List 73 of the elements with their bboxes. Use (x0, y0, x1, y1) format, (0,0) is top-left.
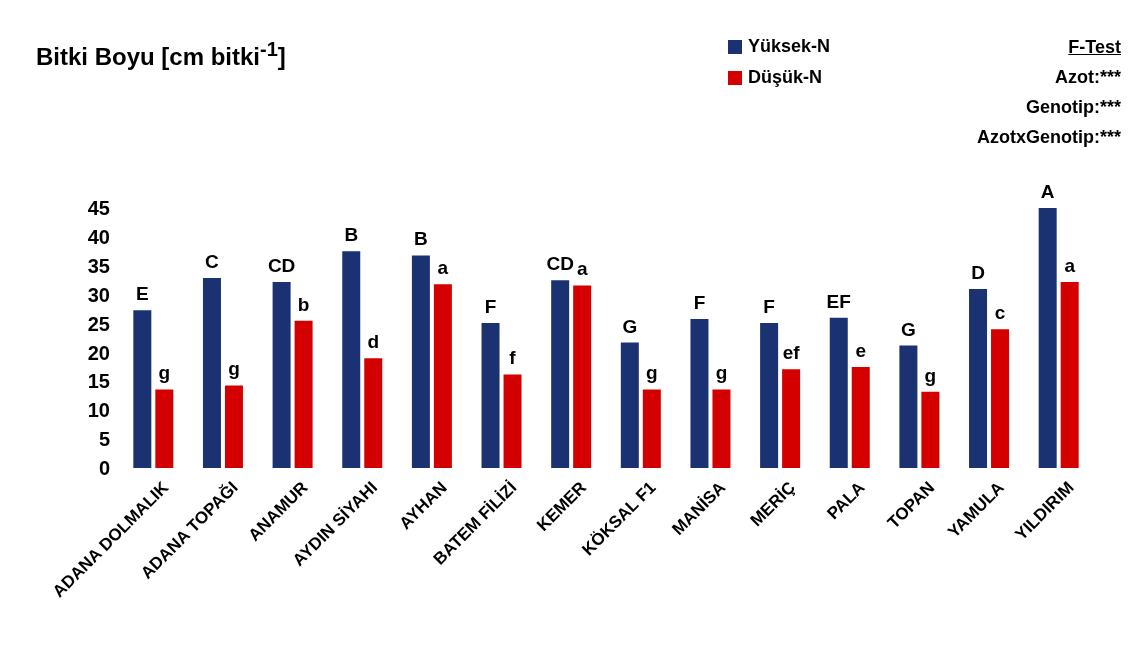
data-label: a (1064, 254, 1076, 276)
bar (969, 288, 988, 468)
data-label: ef (782, 342, 801, 364)
data-label: g (715, 362, 728, 384)
data-label: a (437, 257, 449, 279)
bar (921, 391, 940, 468)
text: AzotxGenotip:*** (977, 127, 1121, 147)
text: Azot:*** (1055, 67, 1121, 87)
bar (503, 374, 522, 468)
data-label: F (693, 291, 706, 313)
data-label: b (297, 293, 310, 315)
chart-title: Bitki Boyu [cm bitki$^{-1}$] (36, 38, 286, 70)
data-label: a (576, 258, 588, 280)
bar (224, 385, 243, 468)
text: F-Test (1068, 37, 1121, 57)
y-tick-label: 25 (87, 312, 110, 335)
bar (294, 320, 313, 468)
bar (202, 277, 221, 468)
data-label: g (924, 364, 937, 386)
bar (573, 285, 592, 468)
y-tick-label: 5 (98, 428, 110, 451)
data-label: G (622, 315, 638, 337)
bar (342, 251, 361, 468)
data-label: f (509, 347, 517, 369)
bar (642, 389, 661, 468)
y-tick-label: 0 (98, 457, 110, 480)
bar (851, 366, 870, 468)
data-label: C (205, 250, 220, 272)
data-label: F (484, 295, 497, 317)
legend-label: Yüksek-N (748, 36, 831, 57)
bar (133, 310, 152, 468)
bar (991, 329, 1010, 468)
data-label: B (344, 224, 359, 246)
data-label: e (855, 339, 867, 361)
data-label: g (158, 362, 171, 384)
y-tick-label: 35 (87, 254, 110, 277)
data-label: G (901, 318, 916, 340)
data-label: F (763, 295, 775, 317)
data-label: A (1040, 181, 1055, 202)
bar (481, 322, 500, 468)
bar (551, 280, 570, 468)
bar (1060, 281, 1079, 468)
data-label: c (994, 302, 1006, 324)
bar (782, 369, 801, 468)
y-tick-label: 40 (87, 225, 110, 248)
data-label: D (971, 261, 985, 283)
y-tick-label: 20 (87, 341, 110, 364)
data-label: B (414, 228, 428, 250)
data-label: E (135, 283, 149, 305)
data-label: EF (826, 290, 851, 312)
y-tick-label: 45 (87, 197, 110, 220)
bar (1038, 208, 1057, 468)
legend-label: Düşük-N (748, 67, 823, 88)
data-label: d (367, 331, 380, 353)
bar (272, 281, 291, 468)
y-tick-label: 15 (87, 370, 110, 393)
bar (690, 318, 709, 468)
y-tick-label: 10 (87, 399, 110, 422)
bar (760, 322, 779, 468)
bar (411, 255, 430, 468)
data-label: g (646, 362, 658, 384)
bar (620, 342, 639, 468)
bar (364, 358, 383, 468)
text: Genotip:*** (1025, 97, 1121, 117)
data-label: g (228, 358, 240, 380)
bar (433, 284, 452, 468)
bar (155, 389, 174, 468)
data-label: CD (267, 254, 296, 276)
bar (829, 317, 848, 468)
data-label: CD (546, 253, 574, 275)
y-tick-label: 30 (87, 283, 110, 306)
bar (712, 389, 731, 468)
bar (899, 345, 918, 468)
